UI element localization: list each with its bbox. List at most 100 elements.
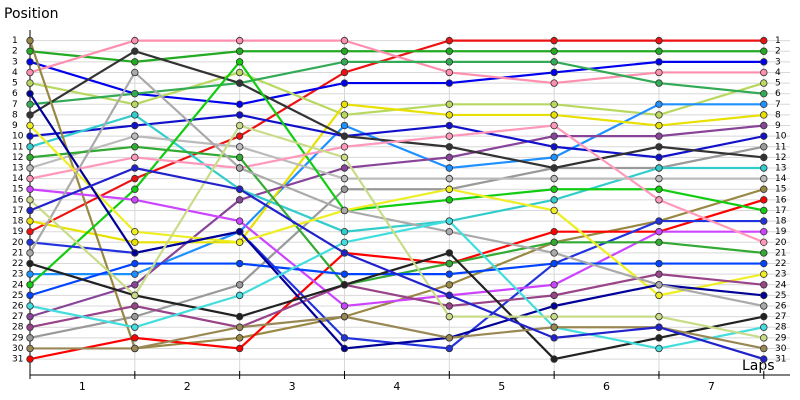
point <box>340 153 349 162</box>
point <box>445 100 454 109</box>
point <box>26 132 34 140</box>
point <box>131 238 139 247</box>
point <box>550 143 558 151</box>
point <box>550 153 558 162</box>
point <box>445 164 454 172</box>
point <box>26 206 34 215</box>
series-line <box>29 70 765 308</box>
y-tick-label-right: 31 <box>775 355 786 365</box>
point <box>760 174 768 183</box>
point <box>340 238 349 247</box>
point <box>235 47 244 55</box>
point <box>340 312 349 321</box>
y-tick-label: 11 <box>12 142 23 152</box>
series-line <box>30 315 765 350</box>
point <box>445 153 454 162</box>
point <box>131 174 139 183</box>
point <box>760 281 768 289</box>
point <box>26 143 34 151</box>
point <box>235 143 244 151</box>
point <box>340 206 349 215</box>
point <box>131 100 139 109</box>
series-line <box>29 124 765 339</box>
point <box>445 281 454 289</box>
point <box>760 291 768 300</box>
point <box>235 132 244 140</box>
point <box>655 185 663 193</box>
point <box>760 143 768 151</box>
point <box>655 312 663 321</box>
point <box>550 111 558 119</box>
series-line <box>29 124 764 318</box>
point <box>26 334 34 342</box>
point <box>760 185 768 193</box>
point <box>131 323 139 331</box>
point <box>445 47 454 55</box>
point <box>340 111 349 119</box>
point <box>26 323 34 331</box>
point <box>340 100 349 109</box>
point <box>445 270 454 278</box>
point <box>550 174 558 183</box>
series-line <box>29 113 765 159</box>
x-tick-label: 2 <box>184 380 191 393</box>
y-tick-label-right: 14 <box>775 174 787 184</box>
point <box>760 196 768 204</box>
point <box>26 79 34 87</box>
point <box>131 334 139 342</box>
y-tick-label-right: 20 <box>775 238 787 248</box>
point <box>131 132 139 140</box>
point <box>655 259 663 268</box>
point <box>26 344 34 353</box>
point <box>760 89 768 98</box>
point <box>235 344 244 353</box>
y-tick-label-right: 25 <box>775 291 786 301</box>
point <box>235 334 244 342</box>
series-line <box>29 251 765 361</box>
point <box>655 68 663 77</box>
y-tick-label: 24 <box>12 280 24 290</box>
point <box>235 217 244 225</box>
point <box>340 68 349 77</box>
point <box>26 291 34 300</box>
y-tick-label-right: 15 <box>775 185 786 195</box>
point <box>26 227 34 236</box>
point <box>235 68 244 77</box>
y-tick-label: 1 <box>12 36 18 46</box>
point <box>760 302 768 310</box>
y-tick-label: 2 <box>12 47 18 57</box>
point <box>655 36 663 45</box>
point <box>655 143 663 151</box>
point <box>235 323 244 331</box>
point <box>26 355 34 363</box>
y-tick-label: 10 <box>12 132 24 142</box>
y-tick-label-right: 22 <box>775 259 786 269</box>
point <box>760 323 768 331</box>
y-tick-label-right: 18 <box>775 217 787 227</box>
point <box>131 36 139 45</box>
point <box>445 185 454 193</box>
x-tick-label: 7 <box>708 380 715 393</box>
y-tick-label-right: 11 <box>775 142 786 152</box>
point <box>445 249 454 257</box>
point <box>760 249 768 257</box>
series-line <box>29 50 764 63</box>
point <box>445 259 454 268</box>
point <box>655 196 663 204</box>
point <box>131 185 139 193</box>
point <box>445 111 454 119</box>
point <box>26 58 34 66</box>
point <box>235 153 244 162</box>
y-tick-label-right: 1 <box>775 36 781 46</box>
point <box>550 121 558 130</box>
point <box>655 153 663 162</box>
x-tick-label: 5 <box>498 380 505 393</box>
point <box>26 185 34 193</box>
point <box>760 58 768 66</box>
series-line <box>29 60 764 106</box>
point <box>655 217 663 225</box>
point <box>340 121 349 130</box>
point <box>760 227 768 236</box>
point <box>655 323 663 331</box>
y-tick-label: 30 <box>12 344 24 354</box>
